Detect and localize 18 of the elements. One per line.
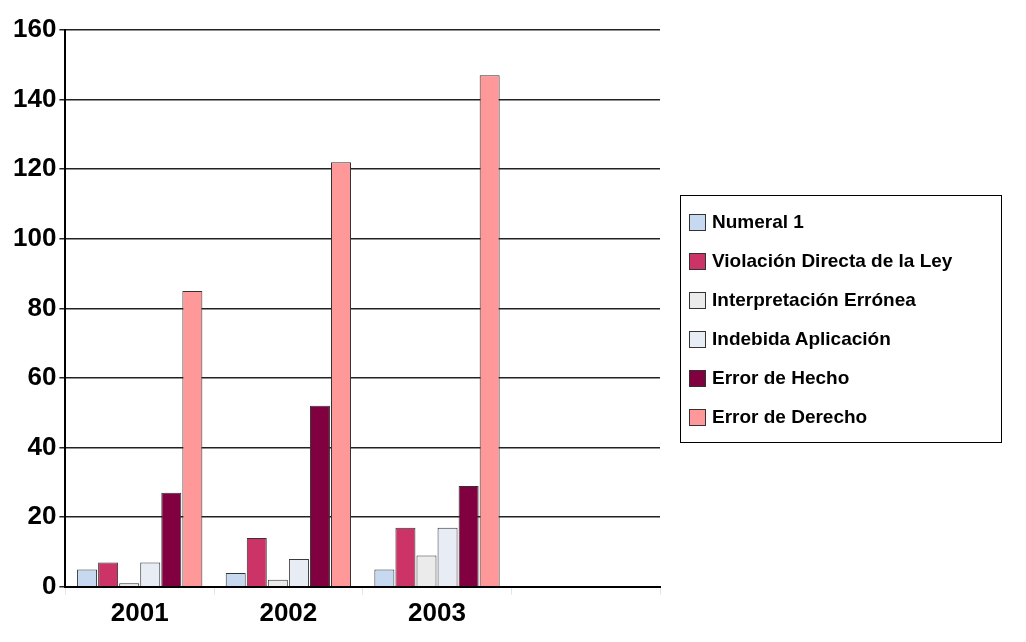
x-tick-label: 2002 — [259, 596, 318, 627]
y-tick-label: 120 — [12, 152, 57, 183]
legend-label: Error de Derecho — [712, 405, 868, 428]
y-tick-label: 0 — [41, 569, 57, 600]
legend-label: Error de Hecho — [712, 366, 850, 389]
y-tick-label: 160 — [12, 13, 57, 44]
legend-label: Violación Directa de la Ley — [712, 249, 953, 272]
x-tick-label: 2003 — [408, 596, 466, 627]
y-tick-label: 60 — [27, 361, 57, 392]
y-tick-label: 140 — [12, 82, 57, 113]
y-tick-label: 40 — [27, 430, 57, 461]
legend-label: Interpretación Errónea — [712, 288, 916, 311]
y-tick-label: 80 — [27, 291, 57, 322]
y-tick-label: 20 — [27, 500, 57, 531]
legend-label: Indebida Aplicación — [712, 327, 891, 350]
legend-label: Numeral 1 — [712, 210, 804, 233]
x-tick-label: 2001 — [110, 596, 169, 627]
y-tick-label: 100 — [12, 221, 57, 252]
